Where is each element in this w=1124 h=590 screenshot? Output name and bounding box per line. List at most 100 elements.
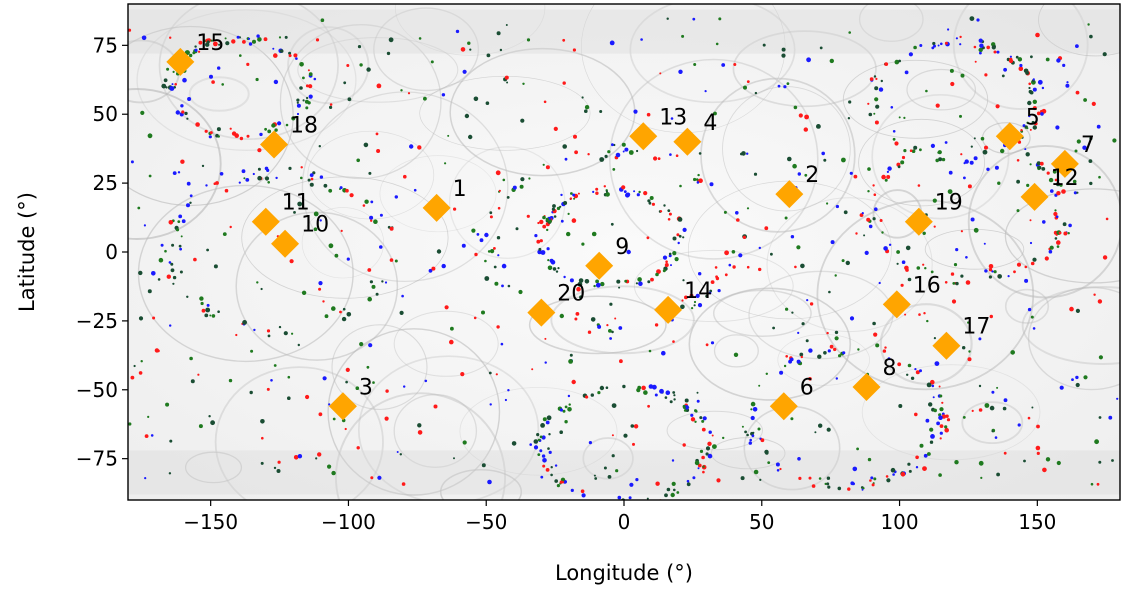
detection-dot [750,401,756,407]
detection-dot [1029,241,1033,245]
detection-dot [213,41,218,47]
detection-dot [342,307,346,311]
detection-dot [560,193,563,197]
detection-dot [684,405,689,410]
detection-dot [497,206,501,210]
detection-dot [753,469,759,475]
detection-dot [859,213,864,218]
detection-dot [954,460,959,465]
detection-dot [267,129,272,134]
detection-dot [263,37,268,42]
detection-dot [1098,175,1101,179]
detection-dot [709,182,714,187]
detection-dot [903,149,907,153]
detection-dot [988,275,993,279]
detection-dot [291,116,296,121]
detection-dot [595,187,599,191]
detection-dot [988,268,993,272]
detection-dot [346,257,350,261]
x-tick-label: 100 [880,510,918,534]
detection-dot [736,218,740,222]
detection-dot [242,320,248,325]
detection-dot [379,213,383,217]
detection-dot [699,416,703,420]
detection-dot [567,212,570,215]
detection-dot [152,316,156,320]
detection-dot [672,236,677,241]
detection-dot [657,157,661,161]
y-axis-label: Latitude (°) [15,192,39,312]
detection-dot [933,44,936,48]
detection-dot [667,209,671,213]
detection-dot [967,357,972,362]
detection-dot [334,253,339,258]
detection-dot [911,149,916,153]
terrain-ridge [419,76,591,151]
detection-dot [1029,90,1034,95]
detection-dot [1003,67,1007,72]
detection-dot [368,171,372,175]
detection-dot [497,254,500,257]
detection-dot [829,58,834,64]
terrain-ridge [158,4,339,140]
detection-dot [941,401,944,404]
detection-dot [1096,124,1101,129]
detection-dot [964,159,969,164]
detection-dot [697,303,703,308]
detection-dot [291,332,294,335]
detection-dot [309,173,314,178]
detection-dot [978,47,983,53]
detection-dot [559,313,564,319]
detection-dot [569,353,573,357]
detection-dot [1016,159,1020,162]
detection-dot [816,124,821,129]
x-tick-label: 0 [618,510,631,534]
detection-dot [635,478,639,482]
detection-dot [867,167,871,171]
detection-dot [1056,191,1061,196]
detection-dot [944,281,948,284]
detection-dot [1097,299,1103,304]
feature-marker-label-2: 2 [805,163,819,188]
detection-dot [898,116,901,119]
detection-dot [654,393,658,397]
detection-dot [597,324,602,329]
detection-dot [542,458,547,463]
detection-dot [978,384,982,388]
detection-dot [646,112,651,117]
detection-dot [157,278,161,281]
detection-dot [898,59,901,63]
detection-dot [996,50,1000,54]
detection-dot [462,440,467,445]
detection-dot [872,184,875,187]
detection-dot [996,386,999,389]
detection-dot [790,357,794,362]
detection-dot [260,287,263,291]
feature-marker-13 [629,122,658,151]
detection-dot [798,113,803,118]
feature-marker-label-15: 15 [196,31,224,56]
detection-dot [682,279,685,282]
detection-dot [967,321,970,324]
detection-dot [206,303,210,307]
detection-dot [206,40,210,44]
detection-dot [694,409,697,413]
detection-dot [823,158,827,162]
detection-dot [169,86,175,91]
detection-dot [1027,100,1032,106]
detection-dot [922,231,926,235]
detection-dot [818,423,823,428]
detection-dot [702,416,707,421]
detection-dot [555,270,559,273]
detection-dot [890,106,894,109]
detection-dot [340,229,343,232]
terrain-ridge [967,144,1120,299]
detection-dot [546,415,552,421]
detection-dot [1017,423,1021,427]
detection-dot [973,137,976,140]
detection-dot [462,69,467,74]
detection-dot [332,417,336,421]
detection-dot [428,268,433,273]
terrain-ridge [128,88,222,240]
detection-dot [926,319,929,323]
